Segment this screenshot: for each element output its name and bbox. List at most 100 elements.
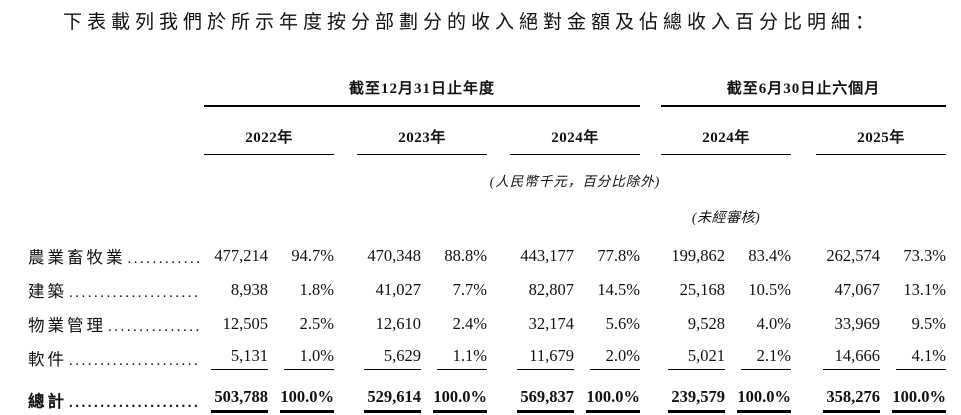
row-label: 物業管理 (28, 316, 106, 335)
row-label: 軟件 (28, 350, 67, 369)
percent-cell: 88.8% (444, 246, 487, 265)
column-spacer (791, 194, 946, 239)
amount-cell: 358,276 (823, 387, 881, 413)
label-column-spacer (24, 155, 204, 195)
unaudited-note: (未經審核) (691, 210, 761, 226)
revenue-by-segment-table: 截至12月31日止年度 截至6月30日止六個月 2022年 2023年 2024… (24, 36, 947, 415)
percent-cell: 5.6% (605, 314, 641, 333)
column-spacer (640, 36, 661, 106)
percent-cell: 9.5% (911, 314, 947, 333)
percent-cell: 100.0% (892, 387, 947, 413)
percent-cell: 10.5% (748, 280, 792, 299)
amount-cell: 41,027 (375, 280, 421, 299)
percent-cell: 2.0% (590, 346, 641, 370)
percent-cell: 73.3% (903, 246, 947, 265)
row-label: 農業畜牧業 (28, 248, 126, 267)
column-spacer (791, 375, 816, 415)
unaudited-note-row: (未經審核) (24, 194, 946, 239)
percent-cell: 2.1% (741, 346, 792, 370)
amount-cell: 14,666 (823, 346, 881, 370)
percent-cell: 100.0% (586, 387, 641, 413)
label-column-spacer (24, 36, 204, 106)
column-spacer (791, 307, 816, 341)
document-title: 下表載列我們於所示年度按分部劃分的收入絕對金額及佔總收入百分比明細： (63, 12, 880, 33)
column-spacer (640, 375, 661, 415)
column-spacer (640, 307, 661, 341)
dot-leader (69, 353, 200, 370)
amount-cell: 503,788 (211, 387, 268, 413)
percent-cell: 2.5% (299, 314, 334, 333)
column-spacer (791, 239, 816, 273)
percent-cell: 7.7% (452, 280, 487, 299)
table-row-agriculture: 農業畜牧業 477,214 94.7% 470,348 88.8% 443,17… (24, 239, 946, 273)
amount-cell: 82,807 (528, 280, 574, 299)
amount-cell: 5,131 (211, 346, 268, 370)
amount-cell: 32,174 (528, 314, 574, 333)
table-row-property-management: 物業管理 12,505 2.5% 12,610 2.4% 32,174 5.6%… (24, 307, 946, 341)
column-spacer (487, 341, 510, 375)
year-header-2025-interim: 2025年 (816, 106, 947, 155)
amount-cell: 11,679 (517, 346, 574, 370)
percent-cell: 1.1% (437, 346, 487, 370)
amount-cell: 443,177 (520, 246, 574, 265)
percent-cell: 100.0% (280, 387, 334, 413)
percent-cell: 2.4% (452, 314, 487, 333)
label-column-spacer (24, 106, 204, 155)
dot-leader (128, 251, 201, 268)
column-spacer (334, 273, 357, 307)
period-group-header-row: 截至12月31日止年度 截至6月30日止六個月 (24, 36, 947, 107)
column-spacer (487, 106, 510, 155)
column-spacer (791, 273, 816, 307)
amount-cell: 477,214 (214, 246, 268, 265)
amount-cell: 8,938 (230, 280, 268, 299)
year-header-2022: 2022年 (204, 106, 334, 155)
amount-cell: 529,614 (364, 387, 421, 413)
dot-leader (69, 395, 200, 412)
period-group-header-annual: 截至12月31日止年度 (204, 36, 641, 107)
percent-cell: 94.7% (291, 246, 334, 265)
unit-note-row: (人民幣千元，百分比除外) (24, 155, 946, 195)
amount-cell: 33,969 (834, 314, 881, 333)
percent-cell: 4.1% (896, 346, 947, 370)
percent-cell: 77.8% (597, 246, 641, 265)
percent-cell: 14.5% (597, 280, 641, 299)
percent-cell: 4.0% (756, 314, 792, 333)
row-label: 建築 (28, 282, 67, 301)
column-spacer (334, 375, 357, 415)
amount-cell: 25,168 (679, 280, 726, 299)
dot-leader (69, 285, 200, 302)
amount-cell: 262,574 (826, 246, 881, 265)
percent-cell: 13.1% (903, 280, 947, 299)
amount-cell: 9,528 (687, 314, 726, 333)
amount-cell: 12,505 (222, 314, 268, 333)
column-spacer (487, 375, 510, 415)
column-spacer (640, 273, 661, 307)
column-spacer (334, 307, 357, 341)
column-spacer (334, 239, 357, 273)
column-spacer (487, 307, 510, 341)
dot-leader (108, 319, 200, 336)
amount-cell: 569,837 (517, 387, 574, 413)
amount-cell: 5,629 (364, 346, 421, 370)
table-row-total: 總計 503,788 100.0% 529,614 100.0% 569,837… (24, 375, 947, 415)
amount-cell: 470,348 (367, 246, 421, 265)
amount-cell: 199,862 (671, 246, 726, 265)
table-row-software: 軟件 5,131 1.0% 5,629 1.1% 11,679 2.0% 5,0… (24, 341, 947, 375)
column-spacer (334, 106, 357, 155)
column-spacer (640, 341, 661, 375)
column-spacer (487, 273, 510, 307)
percent-cell: 1.0% (284, 346, 334, 370)
amount-cell: 47,067 (834, 280, 881, 299)
column-spacer (791, 341, 816, 375)
unit-note: (人民幣千元，百分比除外) (489, 174, 661, 189)
column-spacer (640, 239, 661, 273)
amount-cell: 12,610 (375, 314, 421, 333)
percent-cell: 83.4% (748, 246, 792, 265)
amount-cell: 5,021 (668, 346, 726, 370)
percent-cell: 100.0% (433, 387, 487, 413)
year-header-2024-interim: 2024年 (661, 106, 792, 155)
column-spacer (487, 239, 510, 273)
period-group-header-interim: 截至6月30日止六個月 (661, 36, 947, 107)
amount-cell: 239,579 (668, 387, 726, 413)
year-header-2023: 2023年 (357, 106, 487, 155)
